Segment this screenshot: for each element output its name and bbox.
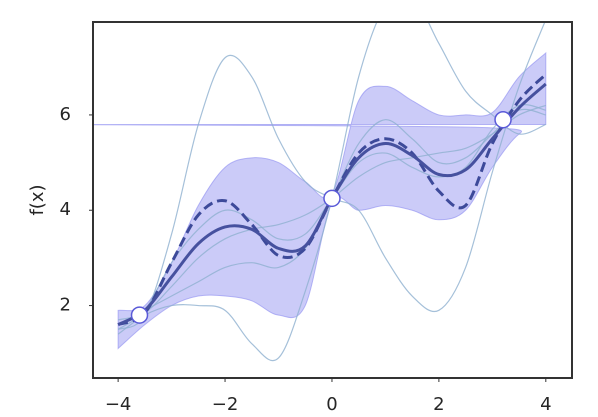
x-tick-label: 4 <box>540 394 551 415</box>
observation-point <box>323 189 341 208</box>
y-tick-label: 2 <box>60 295 71 316</box>
x-tick-label: 0 <box>326 394 337 415</box>
observation-point <box>130 306 149 324</box>
axes-frame <box>92 21 573 379</box>
confidence-band <box>93 51 547 350</box>
y-axis-label: f(x) <box>27 184 48 215</box>
x-tick-label: −4 <box>105 394 132 415</box>
x-tick-label: 2 <box>433 394 444 415</box>
plot-area <box>93 22 547 362</box>
observation-point <box>494 110 512 129</box>
x-tick-label: −2 <box>212 394 239 415</box>
y-tick-label: 4 <box>60 199 71 220</box>
y-tick-label: 6 <box>60 104 71 125</box>
